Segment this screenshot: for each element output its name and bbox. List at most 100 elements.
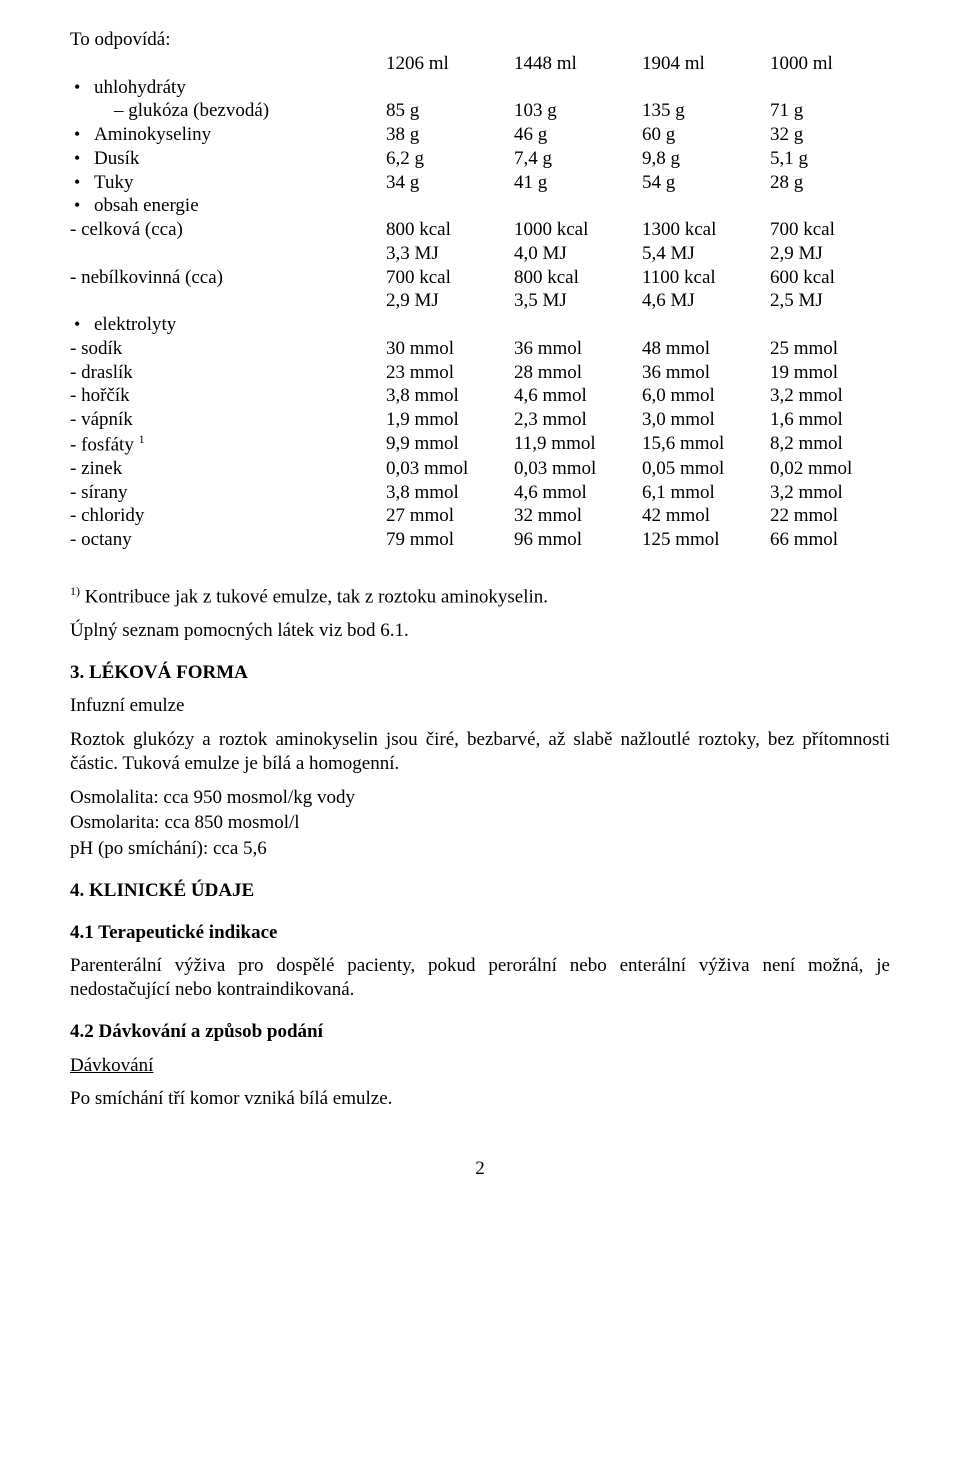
table-row: Aminokyseliny38 g46 g60 g32 g: [70, 123, 890, 147]
row-value: 11,9 mmol: [506, 432, 634, 457]
row-label-sup: 1: [139, 432, 145, 446]
row-value: 32 mmol: [506, 504, 634, 528]
row-value: [506, 194, 634, 218]
row-value: 4,6 MJ: [634, 289, 762, 313]
row-value: 41 g: [506, 171, 634, 195]
row-value: [378, 313, 506, 337]
row-value: 60 g: [634, 123, 762, 147]
ph-line: pH (po smíchání): cca 5,6: [70, 837, 890, 861]
row-value: 4,6 mmol: [506, 481, 634, 505]
row-value: [762, 76, 890, 100]
row-label: [70, 242, 378, 266]
table-row: Tuky34 g41 g54 g28 g: [70, 171, 890, 195]
row-value: [762, 313, 890, 337]
section-3-p1: Infuzní emulze: [70, 694, 890, 718]
row-value: 7,4 g: [506, 147, 634, 171]
row-value: 38 g: [378, 123, 506, 147]
table-header-values: 1206 ml 1448 ml 1904 ml 1000 ml: [70, 52, 890, 76]
row-value: 54 g: [634, 171, 762, 195]
row-value: 3,8 mmol: [378, 481, 506, 505]
header-col: [378, 28, 506, 52]
row-label: - celková (cca): [70, 218, 378, 242]
row-value: 1,9 mmol: [378, 408, 506, 432]
row-label: – glukóza (bezvodá): [70, 99, 378, 123]
table-row: - hořčík3,8 mmol4,6 mmol6,0 mmol3,2 mmol: [70, 384, 890, 408]
table-row: - octany79 mmol96 mmol125 mmol66 mmol: [70, 528, 890, 552]
row-label: obsah energie: [70, 194, 378, 218]
table-row: 2,9 MJ3,5 MJ4,6 MJ2,5 MJ: [70, 289, 890, 313]
table-header: To odpovídá:: [70, 28, 890, 52]
row-value: 42 mmol: [634, 504, 762, 528]
row-value: 3,5 MJ: [506, 289, 634, 313]
osmolality-line: Osmolalita: cca 950 mosmol/kg vody: [70, 786, 890, 810]
row-value: 5,4 MJ: [634, 242, 762, 266]
table-row: obsah energie: [70, 194, 890, 218]
row-value: 103 g: [506, 99, 634, 123]
footnote-sup: 1): [70, 584, 80, 598]
row-value: 79 mmol: [378, 528, 506, 552]
header-label: To odpovídá:: [70, 28, 378, 52]
row-value: 2,5 MJ: [762, 289, 890, 313]
row-value: 6,1 mmol: [634, 481, 762, 505]
row-label: uhlohydráty: [70, 76, 378, 100]
row-value: [634, 76, 762, 100]
table-row: – glukóza (bezvodá)85 g103 g135 g71 g: [70, 99, 890, 123]
row-label: - fosfáty 1: [70, 432, 378, 457]
row-label: elektrolyty: [70, 313, 378, 337]
table-row: - draslík23 mmol28 mmol36 mmol19 mmol: [70, 361, 890, 385]
row-value: 36 mmol: [506, 337, 634, 361]
row-value: 2,9 MJ: [378, 289, 506, 313]
row-value: 32 g: [762, 123, 890, 147]
row-value: [634, 313, 762, 337]
row-value: 8,2 mmol: [762, 432, 890, 457]
row-value: 800 kcal: [506, 266, 634, 290]
row-value: 46 g: [506, 123, 634, 147]
row-value: 36 mmol: [634, 361, 762, 385]
section-4-1-title: 4.1 Terapeutické indikace: [70, 921, 890, 945]
table-row: Dusík6,2 g7,4 g9,8 g5,1 g: [70, 147, 890, 171]
row-value: 0,03 mmol: [506, 457, 634, 481]
table-row: - sodík30 mmol36 mmol48 mmol25 mmol: [70, 337, 890, 361]
row-value: 9,8 g: [634, 147, 762, 171]
row-label: Dusík: [70, 147, 378, 171]
footnote: 1) Kontribuce jak z tukové emulze, tak z…: [70, 584, 890, 609]
table-row: elektrolyty: [70, 313, 890, 337]
table-row: - vápník1,9 mmol2,3 mmol3,0 mmol1,6 mmol: [70, 408, 890, 432]
row-value: 3,2 mmol: [762, 481, 890, 505]
row-value: [378, 194, 506, 218]
header-col: 1904 ml: [634, 52, 762, 76]
header-col: [634, 28, 762, 52]
footnote-text: Kontribuce jak z tukové emulze, tak z ro…: [80, 586, 548, 607]
section-3-title: 3. LÉKOVÁ FORMA: [70, 661, 890, 685]
row-value: 1100 kcal: [634, 266, 762, 290]
table-row: uhlohydráty: [70, 76, 890, 100]
dosing-p: Po smíchání tří komor vzniká bílá emulze…: [70, 1087, 890, 1111]
header-col: [506, 28, 634, 52]
row-value: 1,6 mmol: [762, 408, 890, 432]
row-label: [70, 289, 378, 313]
page-number: 2: [70, 1157, 890, 1181]
row-value: 3,2 mmol: [762, 384, 890, 408]
row-label: - octany: [70, 528, 378, 552]
row-value: 3,3 MJ: [378, 242, 506, 266]
row-value: 28 g: [762, 171, 890, 195]
header-col: 1448 ml: [506, 52, 634, 76]
row-value: 4,0 MJ: [506, 242, 634, 266]
row-value: 700 kcal: [762, 218, 890, 242]
row-label: - zinek: [70, 457, 378, 481]
table-row: - sírany3,8 mmol4,6 mmol6,1 mmol3,2 mmol: [70, 481, 890, 505]
row-value: 71 g: [762, 99, 890, 123]
row-value: 2,3 mmol: [506, 408, 634, 432]
header-col: [762, 28, 890, 52]
row-value: 3,8 mmol: [378, 384, 506, 408]
row-value: 96 mmol: [506, 528, 634, 552]
section-4-title: 4. KLINICKÉ ÚDAJE: [70, 879, 890, 903]
table-row: 3,3 MJ4,0 MJ5,4 MJ2,9 MJ: [70, 242, 890, 266]
row-label: Tuky: [70, 171, 378, 195]
row-value: 4,6 mmol: [506, 384, 634, 408]
dosing-label: Dávkování: [70, 1054, 890, 1078]
table-row: - celková (cca)800 kcal1000 kcal1300 kca…: [70, 218, 890, 242]
row-value: 1000 kcal: [506, 218, 634, 242]
row-label: Aminokyseliny: [70, 123, 378, 147]
row-label: - draslík: [70, 361, 378, 385]
